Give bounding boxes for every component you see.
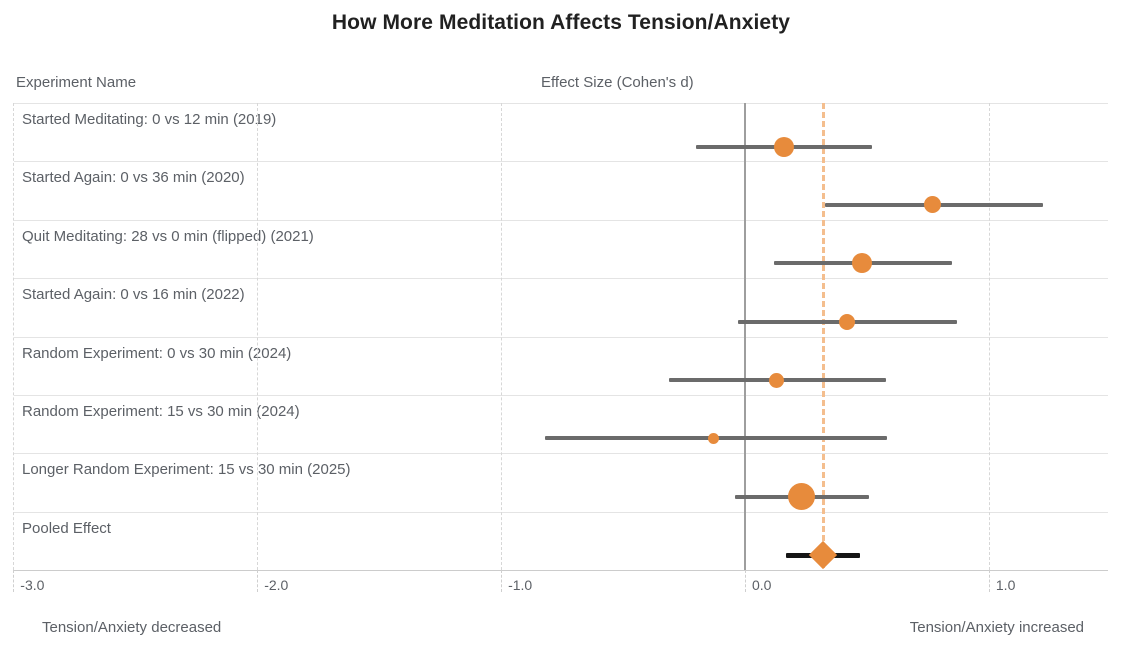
x-gridline <box>13 103 15 570</box>
x-tick-label: 1.0 <box>995 577 1016 593</box>
pooled-effect-diamond <box>808 540 838 570</box>
column-header-experiment-name: Experiment Name <box>16 74 137 91</box>
experiment-label: Pooled Effect <box>22 519 111 537</box>
x-tick-mark <box>745 570 746 592</box>
x-axis-line <box>14 570 1108 571</box>
x-tick-mark <box>988 570 990 592</box>
row-separator-line <box>14 219 1108 221</box>
row-separator-line <box>14 278 1108 280</box>
effect-size-dot <box>839 313 856 330</box>
experiment-label: Quit Meditating: 28 vs 0 min (flipped) (… <box>22 227 314 245</box>
x-gridline <box>257 103 259 570</box>
x-tick-label: -3.0 <box>20 577 45 593</box>
row-separator-line <box>14 511 1108 513</box>
effect-size-dot <box>707 432 719 444</box>
x-tick-mark <box>13 570 15 592</box>
row-separator-line <box>14 161 1108 163</box>
effect-size-dot <box>787 483 815 511</box>
experiment-label: Longer Random Experiment: 15 vs 30 min (… <box>22 461 351 479</box>
experiment-label: Started Meditating: 0 vs 12 min (2019) <box>22 111 277 128</box>
x-tick-mark <box>501 570 503 592</box>
direction-label-decreased: Tension/Anxiety decreased <box>42 619 222 636</box>
effect-size-dot <box>774 136 795 157</box>
effect-size-dot <box>769 372 785 388</box>
effect-size-dot <box>924 196 942 214</box>
row-separator-line <box>14 103 1108 104</box>
direction-label-increased: Tension/Anxiety increased <box>909 619 1084 636</box>
experiment-label: Started Again: 0 vs 36 min (2020) <box>22 169 245 187</box>
experiment-label: Random Experiment: 15 vs 30 min (2024) <box>22 402 300 420</box>
experiment-label: Started Again: 0 vs 16 min (2022) <box>22 286 245 304</box>
x-tick-label: 0.0 <box>752 577 772 593</box>
zero-reference-line <box>744 103 746 570</box>
effect-size-dot <box>852 253 873 274</box>
pooled-effect-reference-line <box>821 103 825 568</box>
x-tick-label: -2.0 <box>264 577 289 593</box>
row-separator-line <box>14 336 1108 338</box>
experiment-label: Random Experiment: 0 vs 30 min (2024) <box>22 344 292 362</box>
column-header-effect-size: Effect Size (Cohen's d) <box>541 74 694 91</box>
x-tick-mark <box>257 570 259 592</box>
row-separator-line <box>14 453 1108 455</box>
x-gridline <box>501 103 503 570</box>
chart-title: How More Meditation Affects Tension/Anxi… <box>331 11 791 34</box>
row-separator-line <box>14 394 1108 396</box>
x-gridline <box>988 103 990 570</box>
x-tick-label: -1.0 <box>508 577 533 593</box>
